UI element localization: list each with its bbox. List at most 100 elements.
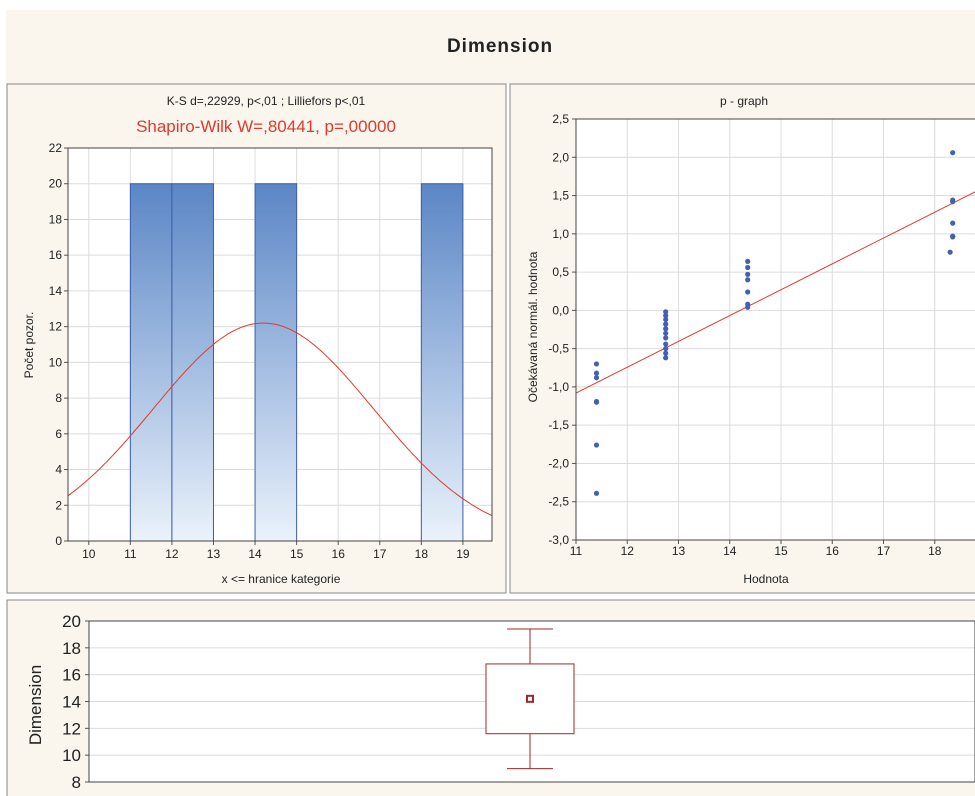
box-plot-y-tick-label: 14 bbox=[62, 693, 81, 712]
histogram-y-tick-label: 16 bbox=[49, 248, 63, 262]
p-graph-x-axis-label: Hodnota bbox=[743, 572, 789, 586]
p-graph-point bbox=[593, 361, 600, 367]
histogram-y-tick-label: 6 bbox=[55, 427, 62, 441]
p-graph-y-tick-label: -3,0 bbox=[548, 533, 569, 547]
histogram-x-tick-label: 13 bbox=[207, 547, 221, 561]
p-graph-point bbox=[947, 249, 953, 255]
p-graph-y-tick-label: 1,0 bbox=[552, 227, 569, 241]
p-graph-plot-background bbox=[576, 119, 975, 540]
p-graph-point bbox=[663, 335, 669, 341]
p-graph-point bbox=[745, 289, 751, 295]
histogram-x-tick-label: 15 bbox=[290, 547, 304, 561]
p-graph-point bbox=[663, 341, 669, 347]
histogram-y-tick-label: 14 bbox=[49, 284, 63, 298]
p-graph-point bbox=[663, 355, 669, 361]
p-graph-y-tick-label: -2,5 bbox=[548, 495, 569, 509]
box-plot-y-tick-label: 18 bbox=[62, 639, 81, 658]
histogram-y-tick-label: 12 bbox=[49, 320, 63, 334]
histogram-bar bbox=[171, 183, 214, 542]
p-graph-y-tick-label: -1,0 bbox=[548, 380, 569, 394]
histogram-y-tick-label: 22 bbox=[49, 141, 63, 155]
histogram-x-tick-label: 11 bbox=[124, 547, 137, 561]
histogram-x-tick-label: 19 bbox=[456, 547, 470, 561]
p-graph-point bbox=[663, 316, 669, 323]
histogram-x-axis-label: x <= hranice kategorie bbox=[222, 572, 341, 586]
p-graph-point bbox=[663, 321, 669, 327]
p-graph-y-tick-label: 0,0 bbox=[552, 303, 569, 317]
p-graph-point bbox=[950, 220, 956, 226]
box-plot-y-tick-label: 12 bbox=[62, 719, 81, 738]
histogram-plot-area: 0 2 4 6 8 10 12 14 16 18 20 22 10 11 12 13 14 15 16 17 18 19 bbox=[49, 141, 493, 561]
p-graph-plot-area: -3,0 -2,5 -2,0 -1,5 -1,0 -0,5 0,0 0,5 1,0 1,5 2,0 2… bbox=[548, 112, 975, 558]
histogram-x-tick-label: 17 bbox=[373, 547, 387, 561]
histogram-y-tick-label: 18 bbox=[49, 212, 63, 226]
p-graph-x-tick-label: 17 bbox=[877, 544, 891, 558]
p-graph-point bbox=[745, 271, 751, 277]
histogram-bar bbox=[129, 183, 173, 542]
title-panel bbox=[6, 10, 975, 84]
p-graph-fit-line bbox=[575, 191, 975, 394]
p-graph-point bbox=[950, 234, 956, 240]
box-plot-median-marker bbox=[526, 694, 534, 703]
histogram-title: K-S d=,22929, p<,01 ; Lilliefors p<,01 bbox=[167, 94, 366, 108]
p-graph-point bbox=[950, 199, 956, 205]
p-graph-x-tick-label: 13 bbox=[672, 544, 686, 558]
p-graph-y-tick-label: -0,5 bbox=[548, 342, 569, 356]
p-graph-x-tick-label: 11 bbox=[570, 544, 583, 558]
p-graph-y-tick-label: 1,5 bbox=[552, 189, 569, 203]
p-graph-point bbox=[593, 490, 600, 496]
histogram-x-tick-label: 10 bbox=[82, 547, 96, 561]
box-plot-y-tick-label: 20 bbox=[62, 612, 81, 631]
histogram-bar bbox=[420, 183, 464, 542]
p-graph-point bbox=[593, 442, 600, 448]
p-graph-x-tick-label: 16 bbox=[826, 544, 840, 558]
histogram-x-tick-label: 14 bbox=[248, 547, 262, 561]
p-graph-x-tick-label: 15 bbox=[774, 544, 788, 558]
p-graph-y-tick-label: 2,5 bbox=[552, 112, 569, 126]
p-graph-point bbox=[745, 277, 751, 283]
page-title: Dimension bbox=[447, 36, 553, 57]
histogram-y-tick-label: 0 bbox=[55, 534, 62, 548]
box-plot-y-tick-label: 8 bbox=[72, 773, 81, 792]
p-graph-point bbox=[593, 370, 600, 376]
histogram-y-tick-label: 10 bbox=[49, 355, 63, 369]
p-graph-point bbox=[593, 399, 600, 405]
p-graph-x-tick-label: 12 bbox=[621, 544, 635, 558]
p-graph-point bbox=[663, 326, 669, 332]
histogram-x-tick-label: 18 bbox=[415, 547, 429, 561]
histogram-normal-curve bbox=[67, 322, 493, 517]
p-graph-y-tick-label: 2,0 bbox=[552, 150, 569, 164]
p-graph-point bbox=[745, 258, 751, 264]
p-graph-point bbox=[663, 313, 669, 319]
p-graph-point bbox=[663, 346, 669, 352]
histogram-y-tick-label: 4 bbox=[55, 463, 62, 477]
p-graph-point bbox=[745, 264, 751, 271]
p-graph-point bbox=[663, 330, 669, 336]
p-graph-x-tick-label: 18 bbox=[928, 544, 942, 558]
histogram-y-tick-label: 8 bbox=[55, 391, 62, 405]
histogram-y-axis-label: Počet pozor. bbox=[22, 312, 36, 379]
histogram-y-tick-label: 20 bbox=[49, 177, 63, 191]
p-graph-plot-frame bbox=[575, 118, 975, 541]
p-graph-point bbox=[663, 350, 669, 356]
p-graph-point bbox=[950, 150, 956, 156]
box-plot-y-tick-label: 10 bbox=[62, 746, 81, 765]
p-graph-y-tick-label: 0,5 bbox=[552, 265, 569, 279]
box-plot-y-tick-label: 16 bbox=[62, 666, 81, 685]
p-graph-point bbox=[663, 309, 669, 315]
histogram-bar bbox=[254, 183, 298, 542]
histogram-subtitle: Shapiro-Wilk W=,80441, p=,00000 bbox=[136, 117, 396, 136]
p-graph-point bbox=[593, 375, 600, 381]
box-plot-y-axis-label: Dimension bbox=[26, 665, 45, 745]
histogram-y-tick-label: 2 bbox=[55, 498, 62, 512]
p-graph-y-tick-label: -2,0 bbox=[548, 456, 569, 470]
box-plot-frame bbox=[88, 620, 975, 783]
histogram-x-tick-label: 12 bbox=[165, 547, 179, 561]
p-graph-y-tick-label: -1,5 bbox=[548, 418, 569, 432]
box-plot-area: 8 10 12 14 16 18 20 bbox=[62, 612, 975, 792]
p-graph-y-axis-label: Očekávaná normál. hodnota bbox=[526, 251, 540, 402]
p-graph-x-tick-label: 14 bbox=[723, 544, 737, 558]
p-graph-title: p - graph bbox=[720, 94, 768, 108]
p-graph-point bbox=[745, 304, 751, 310]
